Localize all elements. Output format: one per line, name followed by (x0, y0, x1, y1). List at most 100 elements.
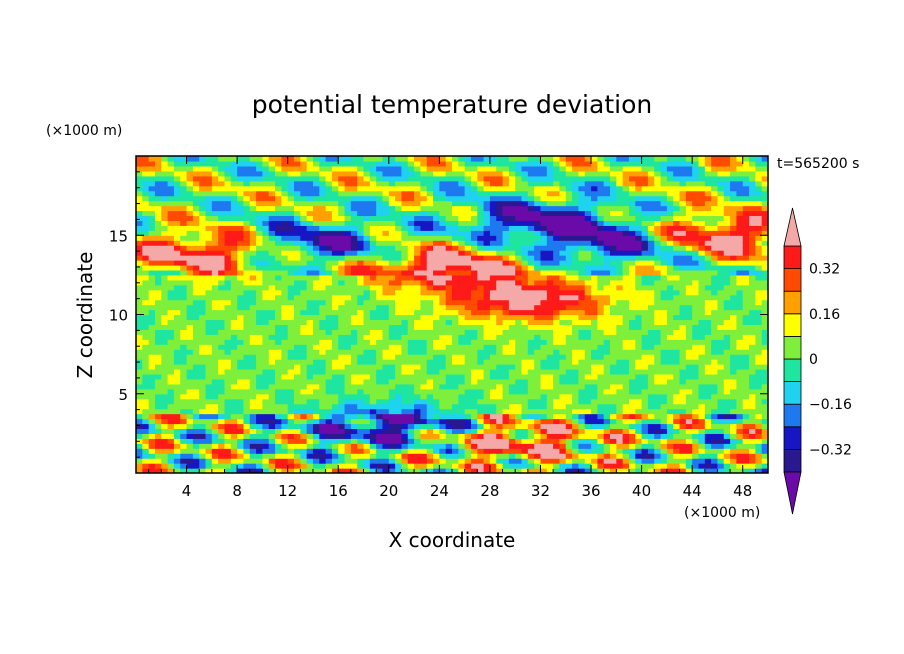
field-cell (142, 468, 150, 473)
field-cell (199, 230, 207, 236)
field-cell (660, 433, 668, 439)
field-cell (243, 225, 251, 231)
field-cell (685, 260, 693, 266)
field-cell (508, 230, 516, 236)
field-cell (559, 388, 567, 395)
field-cell (647, 319, 655, 325)
field-cell (761, 339, 768, 345)
field-cell (148, 468, 156, 473)
field-cell (477, 418, 485, 425)
field-cell (407, 250, 415, 256)
field-cell (761, 289, 768, 296)
field-cell (458, 364, 466, 370)
field-cell (546, 235, 554, 241)
field-cell (723, 378, 731, 385)
field-cell (502, 279, 510, 286)
field-cell (325, 364, 333, 370)
field-cell (199, 260, 207, 266)
field-cell (477, 393, 485, 400)
field-cell (338, 443, 346, 449)
field-cell (641, 235, 649, 241)
field-cell (262, 339, 270, 345)
field-cell (464, 240, 472, 246)
field-cell (420, 403, 428, 410)
field-cell (344, 354, 352, 360)
field-cell (420, 349, 428, 355)
field-cell (679, 364, 687, 370)
field-cell (237, 354, 245, 360)
field-cell (388, 294, 396, 301)
field-cell (736, 388, 744, 395)
field-cell (312, 284, 320, 291)
field-cell (685, 364, 693, 370)
field-cell (142, 443, 150, 449)
field-cell (628, 373, 636, 380)
field-cell (382, 230, 390, 236)
field-cell (603, 373, 611, 380)
field-cell (142, 294, 150, 301)
field-cell (521, 443, 529, 449)
field-cell (755, 423, 763, 430)
field-cell (161, 408, 169, 415)
field-cell (344, 393, 352, 400)
field-cell (458, 289, 466, 296)
field-cell (673, 359, 681, 365)
field-cell (199, 324, 207, 330)
field-cell (445, 304, 453, 311)
field-cell (761, 413, 768, 420)
field-cell (546, 339, 554, 345)
field-cell (319, 349, 327, 355)
field-cell (369, 453, 377, 459)
field-cell (445, 230, 453, 236)
field-cell (666, 423, 674, 430)
field-cell (452, 329, 459, 335)
field-cell (527, 453, 535, 459)
field-cell (591, 438, 598, 444)
field-cell (312, 458, 320, 464)
field-cell (180, 458, 188, 464)
field-cell (357, 373, 365, 380)
field-cell (673, 334, 681, 340)
field-cell (654, 304, 662, 311)
field-cell (502, 443, 510, 449)
field-cell (597, 255, 605, 261)
field-cell (647, 314, 655, 321)
field-cell (755, 383, 763, 390)
field-cell (331, 225, 339, 231)
field-cell (654, 334, 662, 340)
field-cell (628, 274, 636, 281)
field-cell (388, 433, 396, 439)
field-cell (350, 373, 358, 380)
field-cell (698, 413, 706, 420)
field-cell (730, 269, 737, 276)
field-cell (300, 428, 308, 434)
field-cell (281, 269, 289, 276)
field-cell (237, 250, 245, 256)
field-cell (666, 284, 674, 291)
field-cell (407, 334, 415, 340)
field-cell (357, 368, 365, 375)
field-cell (161, 240, 169, 246)
field-cell (148, 250, 156, 256)
field-cell (673, 225, 681, 231)
field-cell (338, 393, 346, 400)
field-cell (224, 274, 232, 281)
field-cell (698, 274, 706, 281)
field-cell (294, 458, 301, 464)
field-cell (363, 364, 371, 370)
chart-title: potential temperature deviation (252, 90, 652, 119)
field-cell (331, 314, 339, 321)
field-cell (382, 388, 390, 395)
field-cell (685, 418, 693, 425)
field-cell (635, 264, 643, 271)
field-cell (515, 269, 523, 276)
field-cell (502, 438, 510, 444)
field-cell (464, 423, 472, 430)
field-cell (610, 255, 617, 261)
field-cell (572, 299, 579, 306)
field-cell (704, 230, 712, 236)
field-cell (357, 453, 365, 459)
field-cell (350, 388, 358, 395)
field-cell (610, 334, 617, 340)
field-cell (559, 354, 567, 360)
